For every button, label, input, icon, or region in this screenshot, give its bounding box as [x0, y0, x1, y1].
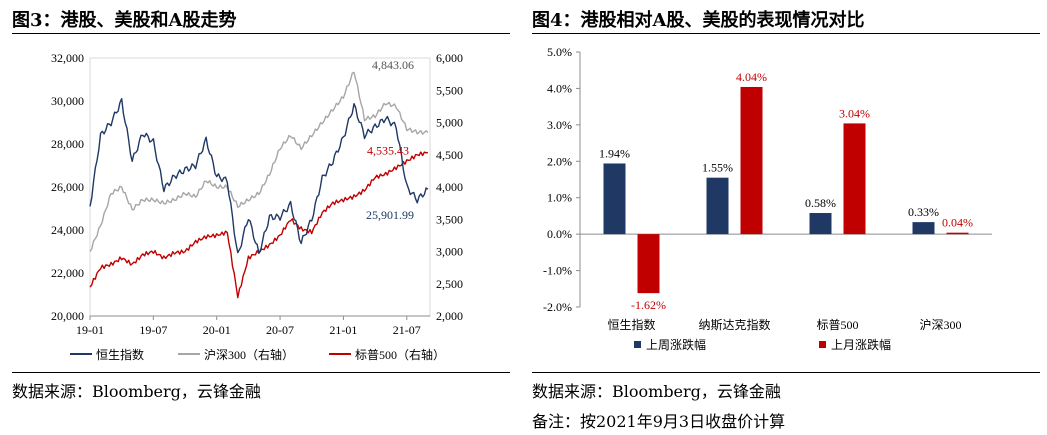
right-note-text: 备注：按2021年9月3日收盘价计算 — [532, 412, 786, 431]
y-left-tick-label: 28,000 — [51, 137, 84, 151]
x-tick-label: 19-01 — [76, 323, 104, 337]
data-label: 1.94% — [599, 146, 630, 160]
category-label: 标普500 — [816, 318, 858, 332]
legend-label-last-week: 上周涨跌幅 — [646, 337, 706, 352]
x-tick-label: 19-07 — [139, 323, 167, 337]
bar-last-month-0 — [637, 234, 660, 294]
data-label: 1.55% — [702, 161, 733, 175]
category-label: 沪深300 — [919, 318, 961, 332]
y-right-tick-label: 4,000 — [436, 180, 463, 194]
right-figure-title: 图4：港股相对A股、美股的表现情况对比 — [532, 10, 865, 31]
data-label: 0.33% — [908, 205, 939, 219]
x-tick-label: 20-07 — [266, 323, 294, 337]
bar-last-month-2 — [843, 123, 866, 235]
legend-label-sp500: 标普500（右轴） — [355, 347, 445, 362]
right-bottom-rule — [532, 372, 1040, 373]
y-right-tick-label: 3,500 — [436, 212, 463, 226]
y-tick-label: 2.0% — [547, 154, 572, 168]
data-label: 3.04% — [839, 106, 870, 120]
data-label: 0.04% — [942, 216, 973, 230]
legend-label-last-month: 上月涨跌幅 — [831, 337, 891, 352]
x-tick-label: 21-01 — [329, 323, 357, 337]
legend-swatch-last-week — [634, 341, 641, 348]
plot-frame — [89, 57, 431, 317]
legend-swatch-last-month — [819, 341, 826, 348]
y-tick-label: 0.0% — [547, 227, 572, 241]
y-right-tick-label: 3,000 — [436, 245, 463, 259]
x-tick-label: 21-07 — [393, 323, 421, 337]
csi300-last-value-label: 4,843.06 — [372, 58, 414, 72]
y-left-tick-label: 24,000 — [51, 223, 84, 237]
csi300-line — [89, 71, 429, 252]
index-trend-chart: 32,000 30,000 28,000 26,000 24,000 22,000 20,0… — [51, 51, 463, 362]
left-bottom-rule — [12, 372, 510, 373]
hsi-line — [89, 98, 429, 254]
y-right-tick-label: 2,000 — [436, 309, 463, 323]
x-tick-label: 20-01 — [203, 323, 231, 337]
y-left-tick-label: 20,000 — [51, 309, 84, 323]
left-figure-title: 图3：港股、美股和A股走势 — [12, 10, 237, 31]
y-tick-label: 5.0% — [547, 45, 572, 59]
y-tick-label: 4.0% — [547, 81, 572, 95]
y-left-tick-label: 26,000 — [51, 180, 84, 194]
sp500-last-value-label: 4,535.43 — [367, 143, 409, 157]
sp500-line — [89, 151, 429, 299]
data-label: 0.58% — [805, 196, 836, 210]
category-label: 纳斯达克指数 — [698, 317, 770, 332]
bar-last-week-0 — [603, 163, 626, 235]
y-right-tick-label: 4,500 — [436, 148, 463, 162]
legend-label-hsi: 恒生指数 — [96, 347, 144, 362]
y-left-tick-label: 32,000 — [51, 51, 84, 65]
y-tick-label: -1.0% — [543, 264, 572, 278]
bar-last-week-1 — [706, 177, 729, 235]
y-tick-label: -2.0% — [543, 300, 572, 314]
right-top-rule — [532, 33, 1040, 34]
y-right-tick-label: 5,000 — [436, 116, 463, 130]
bar-last-week-3 — [912, 222, 935, 235]
hsi-last-value-label: 25,901.99 — [366, 208, 414, 222]
data-label: 4.04% — [736, 70, 767, 84]
y-tick-label: 3.0% — [547, 118, 572, 132]
y-tick-label: 1.0% — [547, 191, 572, 205]
relative-performance-chart: 5.0% 4.0% 3.0% 2.0% 1.0% 0.0% -1.0% -2.0% 1.94%… — [543, 45, 992, 352]
y-right-tick-label: 2,500 — [436, 277, 463, 291]
bar-last-month-1 — [740, 86, 763, 235]
y-right-tick-label: 5,500 — [436, 83, 463, 97]
bar-last-week-2 — [809, 213, 832, 235]
bar-last-month-3 — [946, 232, 969, 235]
category-label: 恒生指数 — [607, 317, 655, 332]
y-left-tick-label: 22,000 — [51, 266, 84, 280]
right-source-text: 数据来源：Bloomberg，云锋金融 — [532, 382, 781, 401]
y-left-tick-label: 30,000 — [51, 94, 84, 108]
y-right-tick-label: 6,000 — [436, 51, 463, 65]
left-source-text: 数据来源：Bloomberg，云锋金融 — [12, 382, 261, 401]
data-label: -1.62% — [631, 298, 666, 312]
legend-label-csi300: 沪深300（右轴） — [204, 347, 294, 362]
left-top-rule — [12, 33, 510, 34]
